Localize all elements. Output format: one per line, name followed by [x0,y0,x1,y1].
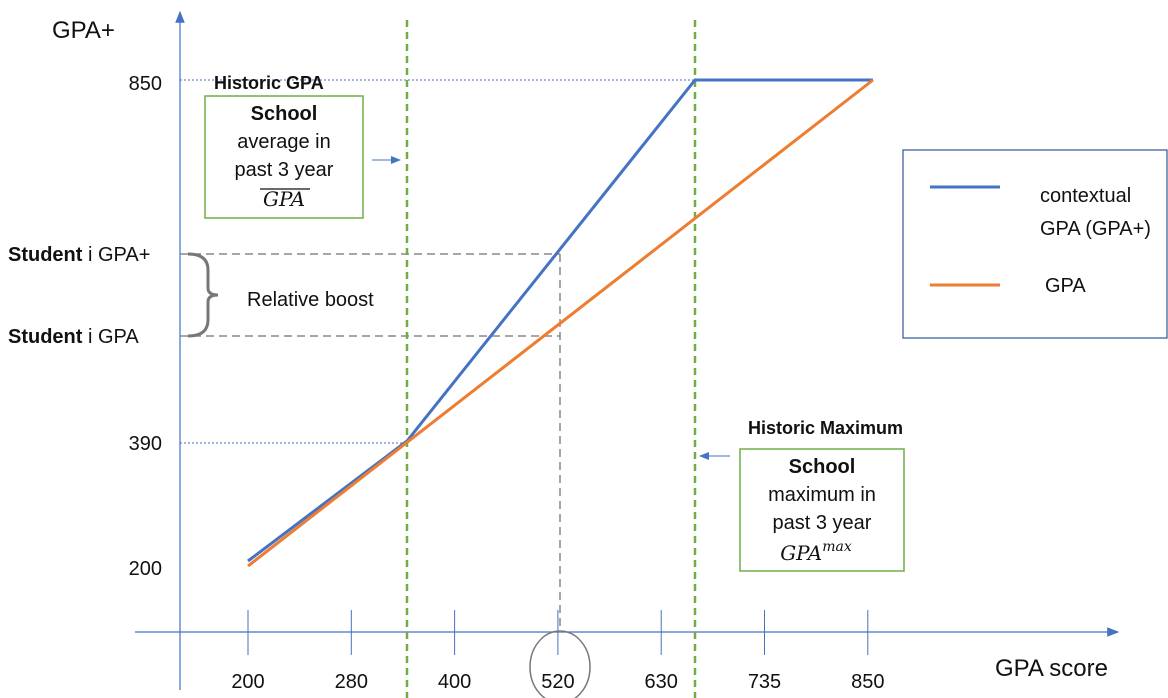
legend [902,149,1168,339]
callout-symbol: GPA [263,187,305,211]
label-rest: i GPA [88,326,139,348]
x-tick-label: 520 [541,671,574,693]
student-label: Student i GPA+ [8,244,150,266]
callout-line: maximum in [768,484,876,506]
symbol: GPA [780,541,822,565]
brace-label: Relative boost [247,289,374,311]
label-bold: Student [8,244,83,266]
y-tick-label: 200 [129,558,162,580]
x-tick-label: 280 [335,671,368,693]
callout-title: Historic GPA [214,73,324,93]
x-tick-label: 200 [231,671,264,693]
legend-label: GPA [1045,275,1086,297]
callout-line: School [251,103,318,125]
gpa-line [247,78,874,568]
callout-line: average in [237,131,330,153]
x-tick-label: 400 [438,671,471,693]
superscript: max [822,539,852,555]
y-tick-label: 850 [129,73,162,95]
x-tick-label: 630 [645,671,678,693]
callout-title: Historic Maximum [748,418,903,438]
contextual-line [247,78,873,563]
callout-line: past 3 year [773,512,872,534]
label-bold: Student [8,326,83,348]
callout-symbol: GPAmax [780,539,852,565]
callout-line: past 3 year [235,159,334,181]
label-rest: i GPA+ [88,244,150,266]
x-tick-label: 735 [748,671,781,693]
y-axis-title: GPA+ [52,17,115,44]
callout-line: School [789,456,856,478]
legend-label: GPA (GPA+) [1040,218,1151,240]
student-label: Student i GPA [8,326,139,348]
brace [187,252,219,338]
y-tick-label: 390 [129,433,162,455]
x-axis-title: GPA score [995,655,1108,682]
x-ticks: 200 280 400 520 630 735 850 [231,610,884,693]
legend-label: contextual [1040,185,1131,207]
callout-box [739,448,905,572]
callout-box [204,95,364,219]
x-tick-label: 850 [851,671,884,693]
